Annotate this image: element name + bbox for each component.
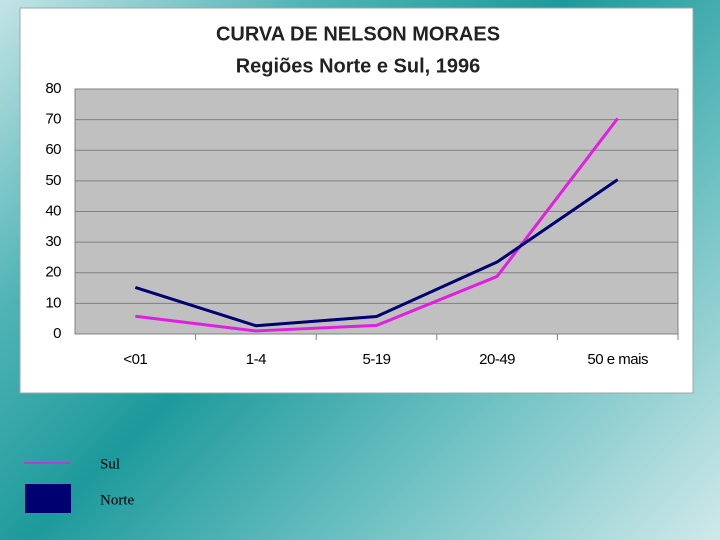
y-tick-label: 50 <box>45 172 61 189</box>
legend-label: Norte <box>100 492 134 508</box>
x-tick-label: 50 e mais <box>587 351 648 368</box>
y-tick-label: 0 <box>53 325 61 342</box>
y-tick-label: 80 <box>45 80 61 97</box>
y-tick-label: 70 <box>45 111 61 128</box>
series-line <box>135 117 619 333</box>
series-line <box>134 178 619 328</box>
x-tick-label: <01 <box>123 351 147 368</box>
x-tick-label: 1-4 <box>246 351 266 368</box>
y-tick-label: 10 <box>45 294 61 311</box>
chart-subtitle: Regiões Norte e Sul, 1996 <box>236 55 481 77</box>
y-tick-label: 20 <box>45 264 61 281</box>
legend-swatch <box>25 484 71 513</box>
y-tick-label: 40 <box>45 202 61 219</box>
y-tick-label: 60 <box>45 141 61 158</box>
chart-title: CURVA DE NELSON MORAES <box>216 23 500 45</box>
x-tick-label: 5-19 <box>362 351 390 368</box>
x-tick-label: 20-49 <box>479 351 515 368</box>
y-tick-label: 30 <box>45 233 61 250</box>
legend-label: Sul <box>100 456 120 472</box>
